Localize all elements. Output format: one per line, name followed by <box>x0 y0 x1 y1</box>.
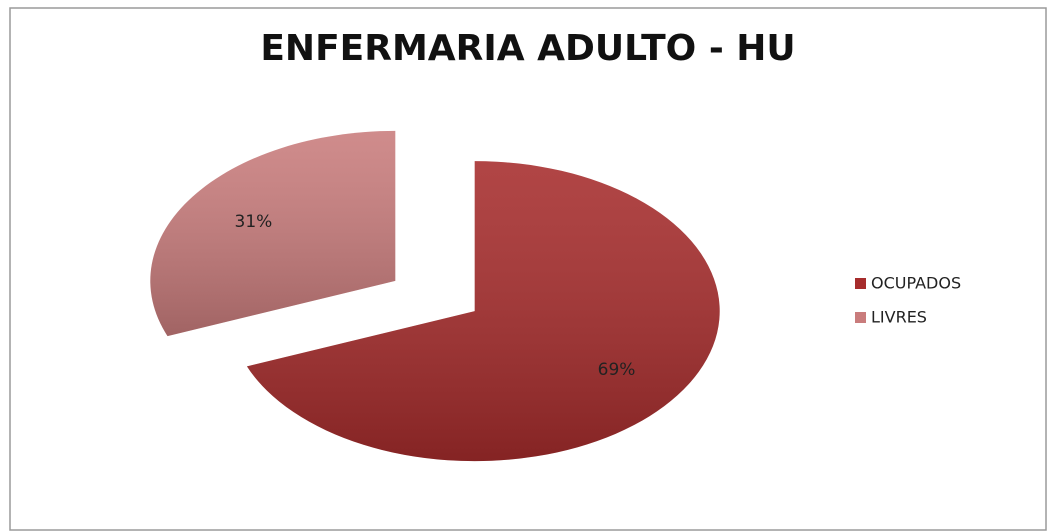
legend-swatch <box>855 312 866 323</box>
slice-label: 31% <box>235 212 273 232</box>
chart-title: ENFERMARIA ADULTO - HU <box>260 28 795 69</box>
legend-label: LIVRES <box>871 308 927 327</box>
slice-label: 69% <box>598 360 636 380</box>
legend-swatch <box>855 278 866 289</box>
slice-shade <box>150 130 396 337</box>
slice-shade <box>246 161 720 462</box>
legend-label: OCUPADOS <box>871 274 961 293</box>
